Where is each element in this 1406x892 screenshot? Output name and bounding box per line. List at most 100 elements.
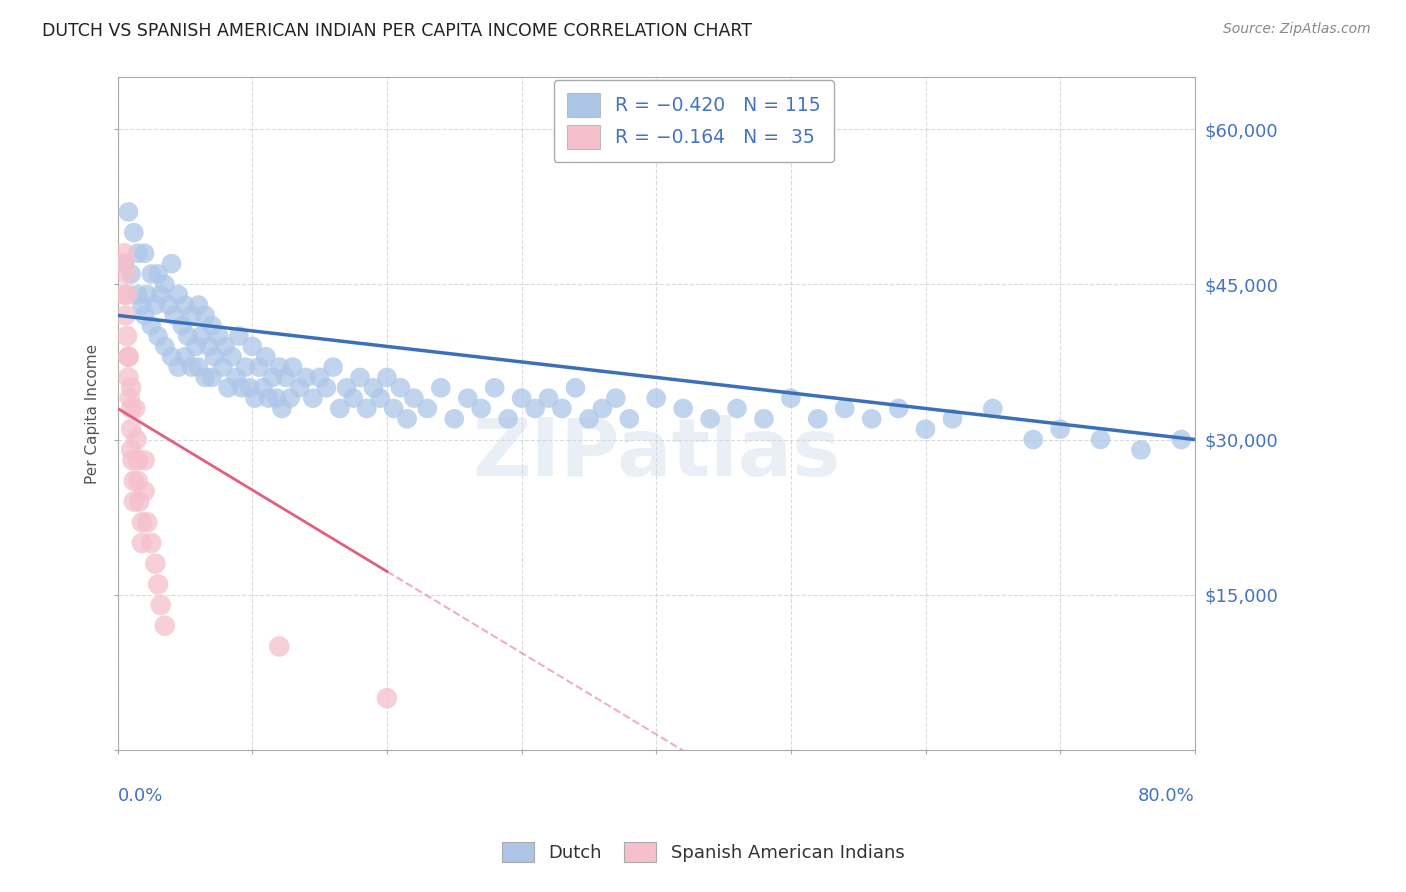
Point	[172, 318, 194, 333]
Point	[368, 391, 391, 405]
Point	[254, 350, 277, 364]
Point	[117, 350, 139, 364]
Point	[266, 391, 288, 405]
Point	[887, 401, 910, 416]
Point	[470, 401, 492, 416]
Point	[134, 484, 156, 499]
Point	[484, 381, 506, 395]
Point	[302, 391, 325, 405]
Point	[257, 391, 280, 405]
Point	[122, 474, 145, 488]
Point	[115, 287, 138, 301]
Point	[349, 370, 371, 384]
Point	[619, 412, 641, 426]
Point	[243, 391, 266, 405]
Point	[134, 453, 156, 467]
Point	[131, 298, 153, 312]
Point	[163, 309, 186, 323]
Point	[176, 329, 198, 343]
Point	[125, 433, 148, 447]
Point	[141, 318, 163, 333]
Point	[117, 350, 139, 364]
Point	[180, 309, 202, 323]
Point	[127, 287, 149, 301]
Point	[510, 391, 533, 405]
Point	[269, 640, 291, 654]
Point	[118, 391, 141, 405]
Point	[141, 536, 163, 550]
Point	[120, 381, 142, 395]
Point	[136, 516, 159, 530]
Point	[375, 370, 398, 384]
Legend: Dutch, Spanish American Indians: Dutch, Spanish American Indians	[495, 834, 911, 870]
Point	[146, 267, 169, 281]
Point	[221, 350, 243, 364]
Point	[443, 412, 465, 426]
Point	[537, 391, 560, 405]
Point	[201, 318, 224, 333]
Point	[807, 412, 830, 426]
Point	[389, 381, 412, 395]
Point	[240, 339, 263, 353]
Point	[430, 381, 453, 395]
Point	[752, 412, 775, 426]
Point	[860, 412, 883, 426]
Point	[262, 370, 284, 384]
Point	[1049, 422, 1071, 436]
Point	[1170, 433, 1192, 447]
Point	[271, 401, 294, 416]
Point	[122, 494, 145, 508]
Point	[120, 267, 142, 281]
Point	[551, 401, 574, 416]
Point	[214, 339, 236, 353]
Point	[496, 412, 519, 426]
Point	[117, 370, 139, 384]
Point	[122, 226, 145, 240]
Point	[190, 329, 212, 343]
Point	[187, 360, 209, 375]
Point	[204, 350, 226, 364]
Legend: R = −0.420   N = 115, R = −0.164   N =  35: R = −0.420 N = 115, R = −0.164 N = 35	[554, 80, 834, 162]
Point	[269, 360, 291, 375]
Y-axis label: Per Capita Income: Per Capita Income	[86, 343, 100, 483]
Point	[128, 494, 150, 508]
Point	[1022, 433, 1045, 447]
Point	[524, 401, 547, 416]
Point	[127, 453, 149, 467]
Point	[382, 401, 405, 416]
Point	[834, 401, 856, 416]
Point	[143, 557, 166, 571]
Point	[153, 618, 176, 632]
Point	[198, 339, 221, 353]
Point	[180, 360, 202, 375]
Point	[134, 309, 156, 323]
Point	[308, 370, 330, 384]
Point	[278, 391, 301, 405]
Point	[184, 339, 207, 353]
Point	[120, 401, 142, 416]
Point	[211, 360, 233, 375]
Point	[914, 422, 936, 436]
Point	[131, 516, 153, 530]
Text: 80.0%: 80.0%	[1137, 787, 1195, 805]
Text: DUTCH VS SPANISH AMERICAN INDIAN PER CAPITA INCOME CORRELATION CHART: DUTCH VS SPANISH AMERICAN INDIAN PER CAP…	[42, 22, 752, 40]
Point	[112, 257, 135, 271]
Point	[167, 287, 190, 301]
Point	[247, 360, 270, 375]
Point	[1129, 442, 1152, 457]
Point	[228, 329, 250, 343]
Text: Source: ZipAtlas.com: Source: ZipAtlas.com	[1223, 22, 1371, 37]
Point	[363, 381, 385, 395]
Point	[605, 391, 627, 405]
Point	[342, 391, 364, 405]
Point	[131, 536, 153, 550]
Point	[725, 401, 748, 416]
Point	[941, 412, 963, 426]
Point	[208, 329, 231, 343]
Point	[174, 298, 197, 312]
Point	[121, 453, 143, 467]
Point	[396, 412, 419, 426]
Point	[335, 381, 357, 395]
Point	[591, 401, 613, 416]
Point	[160, 257, 183, 271]
